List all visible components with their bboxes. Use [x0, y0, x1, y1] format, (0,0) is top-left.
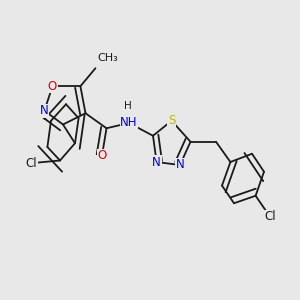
Text: Cl: Cl: [264, 210, 276, 223]
Text: CH₃: CH₃: [97, 52, 118, 63]
Text: H: H: [124, 101, 131, 111]
Text: N: N: [176, 158, 184, 172]
Text: Cl: Cl: [26, 157, 37, 169]
Text: S: S: [168, 114, 175, 127]
Text: NH: NH: [120, 116, 138, 130]
Text: N: N: [40, 104, 49, 117]
Text: O: O: [48, 80, 57, 93]
Text: N: N: [152, 155, 161, 169]
Text: O: O: [98, 149, 106, 162]
